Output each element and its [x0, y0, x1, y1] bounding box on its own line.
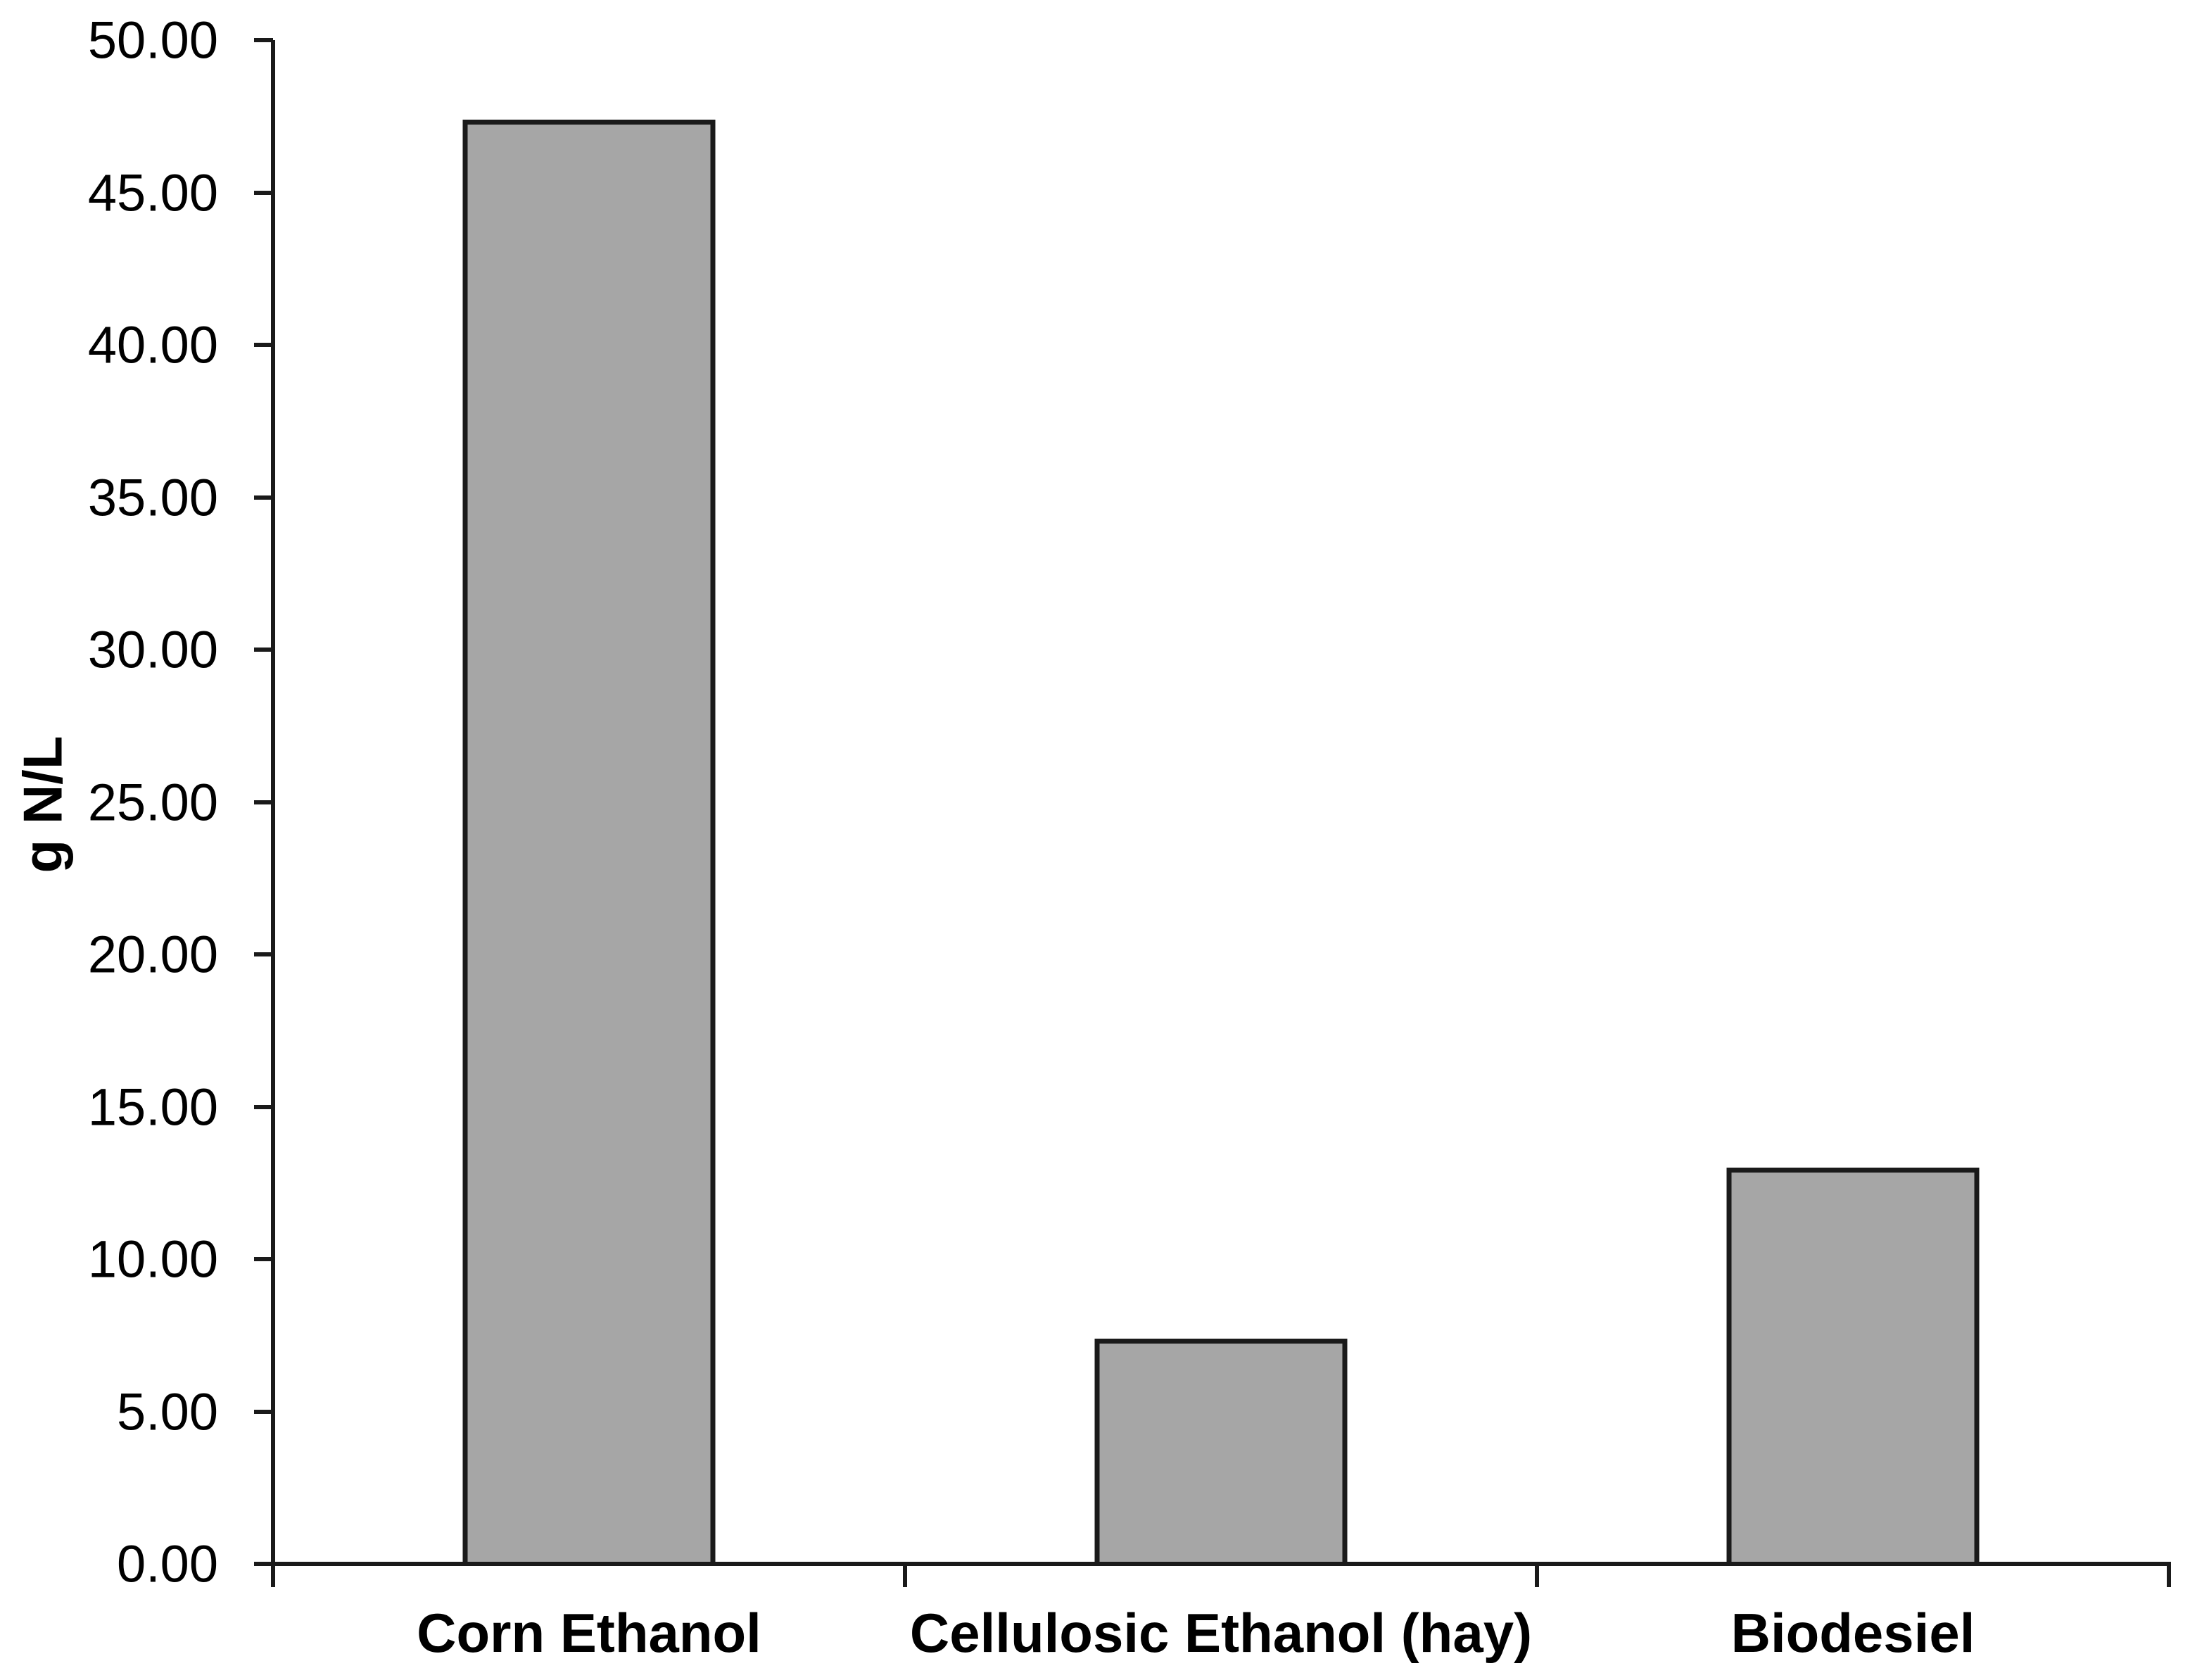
bar: [1726, 1168, 1980, 1564]
x-axis-boundary-tick: [2167, 1564, 2171, 1587]
x-axis-boundary-tick: [903, 1564, 907, 1587]
y-tick-mark: [254, 800, 273, 804]
y-tick-mark: [254, 648, 273, 652]
y-tick-mark: [254, 1562, 273, 1566]
y-tick-mark: [254, 495, 273, 500]
x-axis-boundary-tick: [271, 1564, 275, 1587]
y-tick-label: 40.00: [87, 315, 218, 374]
y-tick-mark: [254, 343, 273, 347]
x-axis-line: [271, 1562, 2171, 1566]
y-tick-mark: [254, 1409, 273, 1414]
y-tick-label: 30.00: [87, 620, 218, 679]
x-category-label: Cellulosic Ethanol (hay): [909, 1602, 1533, 1664]
y-tick-label: 25.00: [87, 773, 218, 831]
y-axis-title: g N/L: [11, 735, 74, 873]
bar: [462, 120, 716, 1564]
x-axis-category-labels: Corn Ethanol Cellulosic Ethanol (hay) Biod…: [273, 1598, 2169, 1675]
y-tick-label: 35.00: [87, 468, 218, 526]
x-category-label: Biodesiel: [1730, 1602, 1975, 1664]
y-tick-mark: [254, 952, 273, 956]
y-tick-label: 20.00: [87, 925, 218, 984]
y-axis-line: [271, 40, 275, 1566]
y-tick-label: 0.00: [116, 1534, 218, 1593]
x-category-label: Corn Ethanol: [417, 1602, 761, 1664]
y-tick-mark: [254, 1104, 273, 1109]
bar: [1094, 1339, 1348, 1564]
y-tick-mark: [254, 1257, 273, 1261]
y-tick-mark: [254, 190, 273, 195]
y-tick-label: 5.00: [116, 1382, 218, 1441]
x-axis-boundary-tick: [1535, 1564, 1539, 1587]
y-tick-label: 10.00: [87, 1230, 218, 1289]
y-tick-label: 45.00: [87, 163, 218, 222]
y-tick-label: 50.00: [87, 11, 218, 70]
y-tick-mark: [254, 38, 273, 42]
y-tick-label: 15.00: [87, 1078, 218, 1136]
plot-area: 0.00 5.00 10.00 15.00 20.00 25.00 30.00 35.00 40…: [88, 11, 2171, 1593]
